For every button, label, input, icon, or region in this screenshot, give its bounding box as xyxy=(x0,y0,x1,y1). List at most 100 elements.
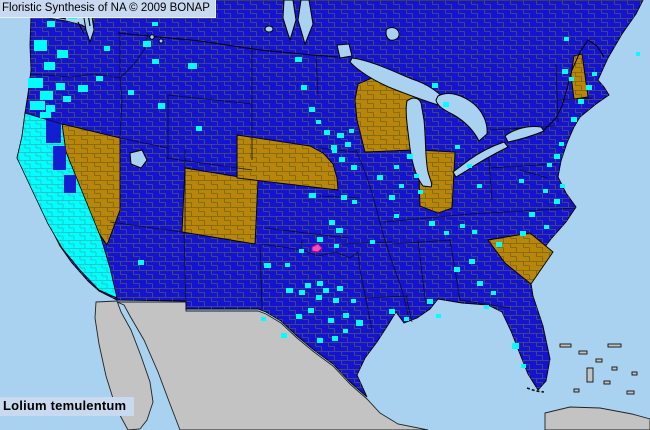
county-occurrence-marker xyxy=(40,91,53,100)
county-occurrence-marker xyxy=(356,320,363,326)
county-occurrence-marker xyxy=(477,281,483,286)
county-occurrence-marker xyxy=(512,343,519,349)
county-occurrence-marker xyxy=(158,103,165,109)
county-occurrence-marker xyxy=(554,199,560,204)
california-blue-counties xyxy=(46,119,76,193)
county-occurrence-marker xyxy=(571,117,577,122)
county-occurrence-marker xyxy=(521,364,526,368)
county-occurrence-marker xyxy=(339,157,345,162)
county-occurrence-marker xyxy=(454,267,460,272)
county-occurrence-marker xyxy=(34,40,47,51)
county-occurrence-marker xyxy=(351,299,356,303)
county-occurrence-marker xyxy=(636,52,640,56)
great-salt-lake xyxy=(129,149,148,169)
county-grid-texture xyxy=(17,0,643,397)
us-canada-border xyxy=(117,32,605,131)
county-occurrence-marker xyxy=(96,76,103,81)
county-occurrence-marker xyxy=(399,184,404,188)
county-occurrence-marker xyxy=(460,224,465,228)
county-occurrence-marker xyxy=(404,317,409,321)
ontario-lake-island xyxy=(385,27,400,41)
county-occurrence-marker xyxy=(299,290,305,295)
county-occurrence-marker xyxy=(323,288,329,293)
lake-manitoba xyxy=(297,0,314,46)
county-occurrence-marker xyxy=(484,305,489,309)
county-occurrence-marker xyxy=(337,286,343,291)
county-occurrence-marker xyxy=(592,72,597,76)
county-occurrence-marker xyxy=(63,96,71,102)
county-occurrence-marker xyxy=(578,99,584,104)
montana-lake xyxy=(149,34,155,40)
mexico-region xyxy=(116,301,429,430)
county-occurrence-marker xyxy=(436,314,441,318)
county-occurrence-marker xyxy=(586,85,592,90)
county-occurrence-marker xyxy=(47,21,55,27)
occurrence-markers-group xyxy=(28,9,640,368)
montana-lake xyxy=(158,38,164,44)
species-name-text: Lolium temulentum xyxy=(3,398,127,413)
county-occurrence-marker xyxy=(520,231,526,236)
county-occurrence-marker xyxy=(329,220,335,225)
absent-states-group xyxy=(61,53,589,285)
lake-ontario xyxy=(504,126,545,143)
county-occurrence-marker xyxy=(337,133,344,138)
county-occurrence-marker xyxy=(389,309,395,314)
cuba-region xyxy=(544,406,650,430)
county-occurrence-marker xyxy=(343,313,349,318)
county-occurrence-marker xyxy=(188,63,197,69)
county-occurrence-marker xyxy=(407,154,413,159)
county-occurrence-marker xyxy=(305,283,311,288)
county-occurrence-marker xyxy=(345,142,351,147)
county-occurrence-marker xyxy=(496,242,502,247)
county-occurrence-marker xyxy=(196,126,202,131)
county-occurrence-marker xyxy=(261,317,266,321)
county-occurrence-marker xyxy=(296,314,302,319)
county-occurrence-marker xyxy=(46,105,55,112)
county-occurrence-marker xyxy=(78,85,88,92)
county-occurrence-marker xyxy=(519,179,524,183)
county-occurrence-marker xyxy=(56,83,65,90)
county-occurrence-marker xyxy=(377,175,383,180)
county-occurrence-marker xyxy=(285,263,290,267)
county-occurrence-marker xyxy=(529,212,535,217)
county-occurrence-marker xyxy=(427,299,433,304)
county-occurrence-marker xyxy=(562,69,568,74)
county-occurrence-marker xyxy=(333,298,339,303)
county-occurrence-marker xyxy=(308,308,314,313)
county-occurrence-marker xyxy=(152,22,158,26)
county-occurrence-marker xyxy=(370,240,375,244)
county-occurrence-marker xyxy=(152,59,159,64)
state-absent-nebraska xyxy=(236,134,339,191)
county-occurrence-marker xyxy=(443,102,449,107)
county-occurrence-marker xyxy=(444,231,449,235)
county-occurrence-marker xyxy=(477,184,482,188)
county-occurrence-marker xyxy=(389,195,395,200)
county-occurrence-marker xyxy=(455,145,460,149)
lakes-group xyxy=(83,0,545,188)
county-occurrence-marker xyxy=(559,142,564,146)
lake-michigan xyxy=(405,97,433,188)
noxious-marker-group xyxy=(311,243,323,253)
county-occurrence-marker xyxy=(341,195,347,200)
county-occurrence-marker xyxy=(317,281,323,286)
county-occurrence-marker xyxy=(349,129,354,133)
county-occurrence-marker xyxy=(554,154,560,159)
lake-winnipeg xyxy=(282,0,297,42)
county-occurrence-marker xyxy=(472,230,477,234)
county-occurrence-marker xyxy=(429,221,435,226)
county-occurrence-marker xyxy=(544,225,549,229)
county-occurrence-marker xyxy=(28,78,43,88)
county-occurrence-marker xyxy=(281,333,287,338)
state-absent-colorado xyxy=(181,167,259,245)
county-occurrence-marker xyxy=(286,288,293,293)
county-occurrence-marker xyxy=(104,46,110,51)
county-occurrence-marker xyxy=(317,338,323,343)
county-occurrence-marker xyxy=(324,130,330,135)
county-occurrence-marker xyxy=(30,101,45,110)
county-occurrence-marker xyxy=(44,62,55,70)
county-occurrence-marker xyxy=(309,193,316,198)
county-occurrence-marker xyxy=(331,145,337,150)
county-occurrence-marker xyxy=(334,244,339,248)
